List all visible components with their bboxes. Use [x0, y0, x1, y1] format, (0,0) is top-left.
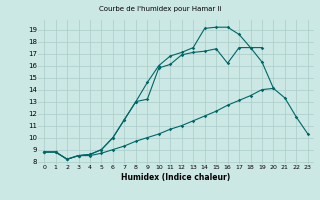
Text: Courbe de l'humidex pour Hamar Ii: Courbe de l'humidex pour Hamar Ii	[99, 6, 221, 12]
X-axis label: Humidex (Indice chaleur): Humidex (Indice chaleur)	[121, 173, 231, 182]
